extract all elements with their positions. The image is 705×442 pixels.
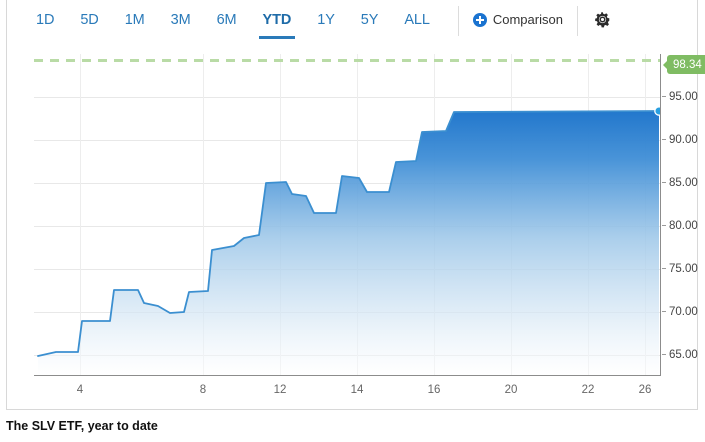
last-point-marker <box>654 106 661 116</box>
x-tick-22: 22 <box>581 384 595 396</box>
y-axis: 95.00 90.00 85.00 80.00 75.00 70.00 65.0… <box>662 54 705 376</box>
last-value-badge: 98.34 <box>663 55 705 74</box>
chart-plot-area[interactable] <box>34 54 661 376</box>
x-tick-12: 12 <box>273 384 287 396</box>
y-tick-75: 75.00 <box>662 263 698 275</box>
y-tick-95: 95.00 <box>662 91 698 103</box>
x-tick-8: 8 <box>199 384 207 396</box>
range-button-5d[interactable]: 5D <box>80 12 99 28</box>
range-button-1y[interactable]: 1Y <box>317 12 335 28</box>
y-tick-90: 90.00 <box>662 134 698 146</box>
x-tick-20: 20 <box>504 384 518 396</box>
x-tick-14: 14 <box>350 384 364 396</box>
chart-svg <box>34 54 661 376</box>
range-button-1d[interactable]: 1D <box>36 12 55 28</box>
gear-icon <box>595 12 610 28</box>
toolbar-divider-1 <box>457 6 459 36</box>
y-tick-80: 80.00 <box>662 220 698 232</box>
y-tick-85: 85.00 <box>662 177 698 189</box>
y-tick-70: 70.00 <box>662 306 698 318</box>
comparison-label: Comparison <box>492 12 563 27</box>
plus-circle-icon <box>472 12 487 27</box>
chart-caption: The SLV ETF, year to date <box>6 419 158 433</box>
x-axis: 4 8 12 14 16 20 22 26 <box>34 377 661 401</box>
range-button-all[interactable]: ALL <box>404 12 430 28</box>
series-line <box>37 110 660 357</box>
toolbar-divider-2 <box>576 6 578 36</box>
x-tick-16: 16 <box>427 384 441 396</box>
comparison-button[interactable]: Comparison <box>472 0 563 39</box>
range-button-5y[interactable]: 5Y <box>360 12 379 28</box>
range-button-6m[interactable]: 6M <box>216 12 237 28</box>
chart-widget: 1D 5D 1M 3M 6M YTD 1Y 5Y ALL Comparison <box>6 0 705 410</box>
last-value-text: 98.34 <box>673 58 702 71</box>
x-tick-26: 26 <box>638 384 652 396</box>
y-tick-65: 65.00 <box>662 349 698 361</box>
chart-toolbar: 1D 5D 1M 3M 6M YTD 1Y 5Y ALL Comparison <box>7 0 697 46</box>
series-area-fill <box>38 111 659 376</box>
range-button-3m[interactable]: 3M <box>170 12 191 28</box>
range-button-ytd[interactable]: YTD <box>258 0 295 40</box>
settings-button[interactable] <box>594 0 611 39</box>
x-tick-4: 4 <box>76 384 84 396</box>
range-button-1m[interactable]: 1M <box>124 12 145 28</box>
